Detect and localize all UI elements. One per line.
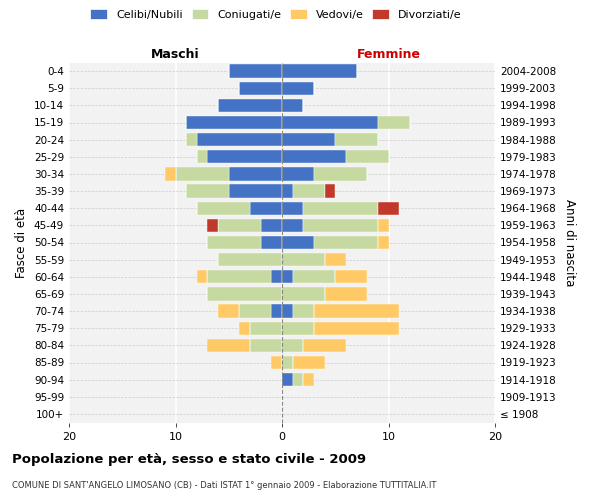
Bar xyxy=(282,82,314,95)
Bar xyxy=(218,98,282,112)
Bar xyxy=(229,64,282,78)
Bar xyxy=(282,304,293,318)
Bar xyxy=(208,236,260,249)
Bar xyxy=(282,338,304,352)
Bar xyxy=(282,202,304,215)
Bar xyxy=(378,236,389,249)
Bar xyxy=(314,304,399,318)
Bar xyxy=(282,64,356,78)
Bar xyxy=(208,287,282,300)
Bar xyxy=(378,218,389,232)
Bar xyxy=(293,356,325,369)
Bar xyxy=(282,167,314,180)
Bar xyxy=(282,98,304,112)
Bar xyxy=(282,270,293,283)
Bar xyxy=(293,304,314,318)
Y-axis label: Anni di nascita: Anni di nascita xyxy=(563,199,576,286)
Y-axis label: Fasce di età: Fasce di età xyxy=(16,208,28,278)
Bar xyxy=(271,304,282,318)
Bar xyxy=(197,202,250,215)
Bar xyxy=(229,167,282,180)
Bar xyxy=(165,167,175,180)
Bar xyxy=(229,184,282,198)
Bar xyxy=(304,218,378,232)
Bar xyxy=(314,322,399,335)
Bar xyxy=(208,150,282,164)
Bar xyxy=(378,116,410,129)
Bar xyxy=(325,184,335,198)
Bar xyxy=(197,133,282,146)
Bar xyxy=(282,373,293,386)
Text: Popolazione per età, sesso e stato civile - 2009: Popolazione per età, sesso e stato civil… xyxy=(12,452,366,466)
Bar xyxy=(282,116,378,129)
Bar xyxy=(335,133,378,146)
Bar xyxy=(218,304,239,318)
Text: Femmine: Femmine xyxy=(356,48,421,61)
Bar xyxy=(282,253,325,266)
Bar xyxy=(250,338,282,352)
Legend: Celibi/Nubili, Coniugati/e, Vedovi/e, Divorziati/e: Celibi/Nubili, Coniugati/e, Vedovi/e, Di… xyxy=(87,6,465,23)
Bar xyxy=(325,287,367,300)
Bar xyxy=(186,184,229,198)
Bar xyxy=(378,202,399,215)
Bar xyxy=(314,167,367,180)
Bar xyxy=(239,82,282,95)
Bar xyxy=(282,184,293,198)
Bar xyxy=(325,253,346,266)
Bar xyxy=(208,270,271,283)
Bar xyxy=(335,270,367,283)
Bar xyxy=(271,270,282,283)
Bar xyxy=(218,218,260,232)
Text: Maschi: Maschi xyxy=(151,48,200,61)
Bar xyxy=(186,116,282,129)
Bar xyxy=(314,236,378,249)
Bar xyxy=(282,133,335,146)
Bar xyxy=(304,202,378,215)
Bar xyxy=(282,287,325,300)
Bar xyxy=(260,236,282,249)
Bar xyxy=(186,133,197,146)
Bar xyxy=(260,218,282,232)
Bar xyxy=(282,236,314,249)
Bar xyxy=(208,218,218,232)
Bar xyxy=(250,322,282,335)
Text: COMUNE DI SANT'ANGELO LIMOSANO (CB) - Dati ISTAT 1° gennaio 2009 - Elaborazione : COMUNE DI SANT'ANGELO LIMOSANO (CB) - Da… xyxy=(12,481,436,490)
Bar xyxy=(293,373,303,386)
Bar xyxy=(271,356,282,369)
Bar xyxy=(282,322,314,335)
Bar xyxy=(250,202,282,215)
Bar xyxy=(208,338,250,352)
Bar xyxy=(239,304,271,318)
Bar xyxy=(293,184,325,198)
Bar xyxy=(218,253,282,266)
Bar xyxy=(293,270,335,283)
Bar xyxy=(304,338,346,352)
Bar xyxy=(197,150,208,164)
Bar xyxy=(282,218,304,232)
Bar xyxy=(197,270,208,283)
Bar xyxy=(282,356,293,369)
Bar xyxy=(282,150,346,164)
Bar xyxy=(304,373,314,386)
Bar xyxy=(176,167,229,180)
Bar xyxy=(346,150,389,164)
Bar xyxy=(239,322,250,335)
